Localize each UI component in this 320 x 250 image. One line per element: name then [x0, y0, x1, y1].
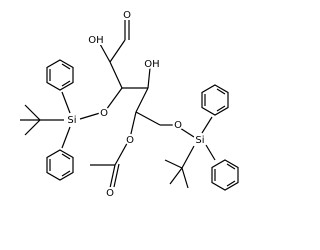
atom-label: O [174, 120, 182, 131]
atom-label: OH [144, 59, 159, 70]
atom-label: O [100, 108, 108, 119]
bonds [20, 20, 239, 191]
atom-label: O [123, 10, 131, 21]
atom-label: O [106, 188, 114, 199]
atom-label: O [126, 135, 134, 146]
molecule-diagram: O OH O Si OH O O O Si [20, 8, 239, 201]
atom-label: OH [88, 35, 103, 46]
atom-label: Si [195, 135, 204, 146]
atom-label: Si [67, 115, 76, 126]
